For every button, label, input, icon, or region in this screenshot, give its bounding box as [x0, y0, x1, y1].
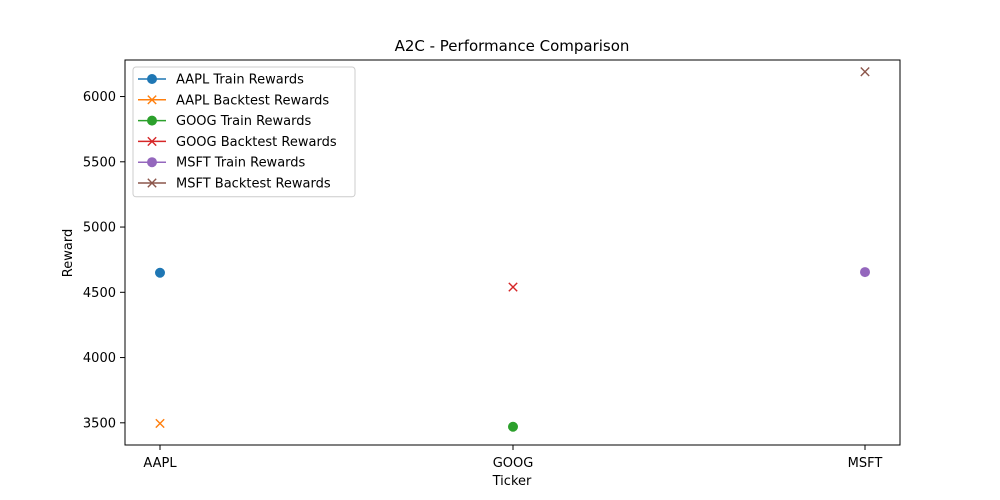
legend: AAPL Train Rewards AAPL Backtest Rewards G… — [132, 66, 356, 198]
legend-label: GOOG Train Rewards — [176, 114, 311, 129]
data-point — [508, 421, 518, 432]
legend-marker — [147, 157, 157, 168]
x-tick-label: MSFT — [848, 456, 883, 471]
x-tick-label: AAPL — [143, 456, 177, 471]
data-point — [155, 418, 165, 429]
legend-item: GOOG Train Rewards — [138, 114, 311, 129]
legend-marker — [147, 115, 157, 126]
legend-label: MSFT Backtest Rewards — [176, 177, 331, 192]
x-axis-label: Ticker — [492, 474, 532, 489]
legend-label: AAPL Train Rewards — [176, 73, 304, 88]
legend-label: GOOG Backtest Rewards — [176, 135, 337, 150]
legend-item: AAPL Backtest Rewards — [138, 93, 329, 108]
y-tick-label: 3500 — [83, 416, 116, 431]
legend-item: AAPL Train Rewards — [138, 73, 304, 88]
legend-label: MSFT Train Rewards — [176, 156, 306, 171]
legend-item: MSFT Backtest Rewards — [138, 177, 331, 192]
legend-item: GOOG Backtest Rewards — [138, 135, 337, 150]
y-axis-ticks: 3500 4000 4500 5000 5500 6000 — [83, 90, 125, 431]
data-point — [155, 267, 165, 278]
legend-marker — [147, 74, 157, 84]
data-marks — [155, 67, 870, 432]
y-tick-label: 5500 — [83, 155, 116, 170]
data-point — [508, 282, 518, 292]
data-point — [860, 267, 870, 278]
legend-marker — [147, 95, 157, 105]
x-tick-label: GOOG — [493, 456, 534, 471]
legend-marker — [147, 178, 157, 188]
y-tick-label: 5000 — [83, 221, 116, 236]
y-axis-label: Reward — [61, 229, 76, 277]
legend-box — [132, 66, 356, 198]
x-axis-ticks: AAPL GOOG MSFT — [143, 445, 882, 471]
legend-label: AAPL Backtest Rewards — [176, 93, 329, 108]
y-tick-label: 4500 — [83, 286, 116, 301]
chart-title: A2C - Performance Comparison — [395, 37, 630, 55]
legend-item: MSFT Train Rewards — [138, 156, 306, 171]
data-point — [860, 67, 870, 77]
y-tick-label: 4000 — [83, 351, 116, 366]
y-tick-label: 6000 — [83, 90, 116, 105]
legend-marker — [147, 136, 157, 147]
